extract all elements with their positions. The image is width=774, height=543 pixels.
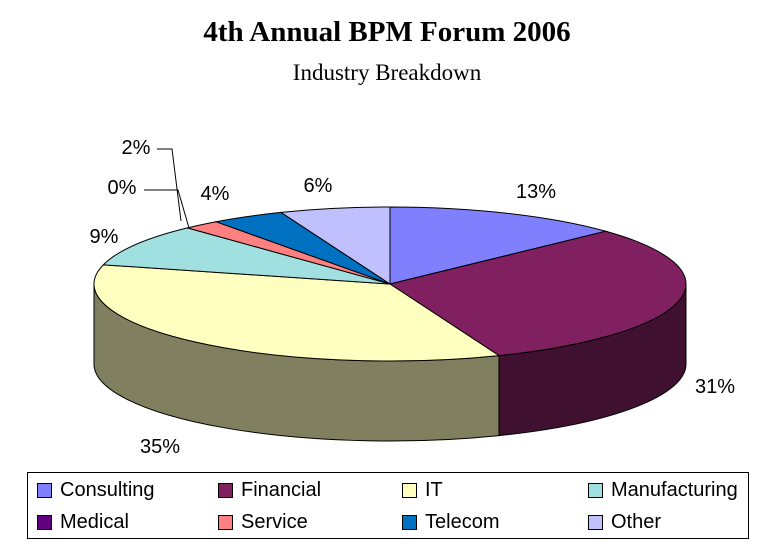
legend-swatch bbox=[402, 514, 417, 530]
pie-chart: 13% 31% 35% 9% 0% 2% 4% 6% bbox=[90, 137, 736, 458]
legend-label: Consulting bbox=[60, 478, 155, 501]
label-telecom: 4% bbox=[201, 183, 230, 205]
legend-swatch bbox=[588, 514, 603, 530]
legend-item-financial: Financial bbox=[218, 477, 321, 503]
legend-label: Medical bbox=[60, 510, 129, 533]
legend: Consulting Financial IT Manufacturing Medica… bbox=[27, 472, 749, 539]
chart-subtitle: Industry Breakdown bbox=[292, 60, 482, 85]
legend-swatch bbox=[402, 482, 417, 498]
legend-label: Telecom bbox=[425, 510, 500, 533]
label-other: 6% bbox=[304, 175, 333, 197]
label-consulting: 13% bbox=[516, 181, 556, 203]
legend-item-consulting: Consulting bbox=[37, 477, 155, 503]
legend-item-it: IT bbox=[402, 477, 443, 503]
slice-consulting bbox=[389, 206, 608, 285]
legend-swatch bbox=[37, 514, 52, 530]
legend-label: Financial bbox=[241, 478, 322, 501]
label-service: 2% bbox=[122, 137, 151, 159]
legend-item-manufacturing: Manufacturing bbox=[588, 477, 738, 503]
label-it: 35% bbox=[140, 436, 180, 458]
legend-label: Manufacturing bbox=[611, 478, 738, 501]
leader-line-service bbox=[157, 148, 182, 222]
label-manufacturing: 9% bbox=[90, 226, 119, 248]
legend-item-other: Other bbox=[588, 509, 661, 535]
slice-it bbox=[93, 264, 501, 362]
label-financial: 31% bbox=[695, 376, 735, 398]
legend-swatch bbox=[37, 482, 52, 498]
slice-financial bbox=[388, 230, 687, 357]
legend-swatch bbox=[588, 482, 603, 498]
slice-other bbox=[279, 206, 391, 285]
slice-manufacturing bbox=[102, 227, 391, 285]
legend-item-telecom: Telecom bbox=[402, 509, 499, 535]
leader-line-medical bbox=[144, 189, 190, 229]
legend-swatch bbox=[218, 514, 233, 530]
legend-swatch bbox=[218, 482, 233, 498]
chart-title: 4th Annual BPM Forum 2006 bbox=[203, 16, 571, 48]
legend-label: IT bbox=[425, 478, 443, 501]
legend-label: Other bbox=[611, 510, 662, 533]
label-medical: 0% bbox=[108, 177, 137, 199]
legend-item-service: Service bbox=[218, 509, 308, 535]
legend-item-medical: Medical bbox=[37, 509, 129, 535]
legend-label: Service bbox=[241, 510, 308, 533]
